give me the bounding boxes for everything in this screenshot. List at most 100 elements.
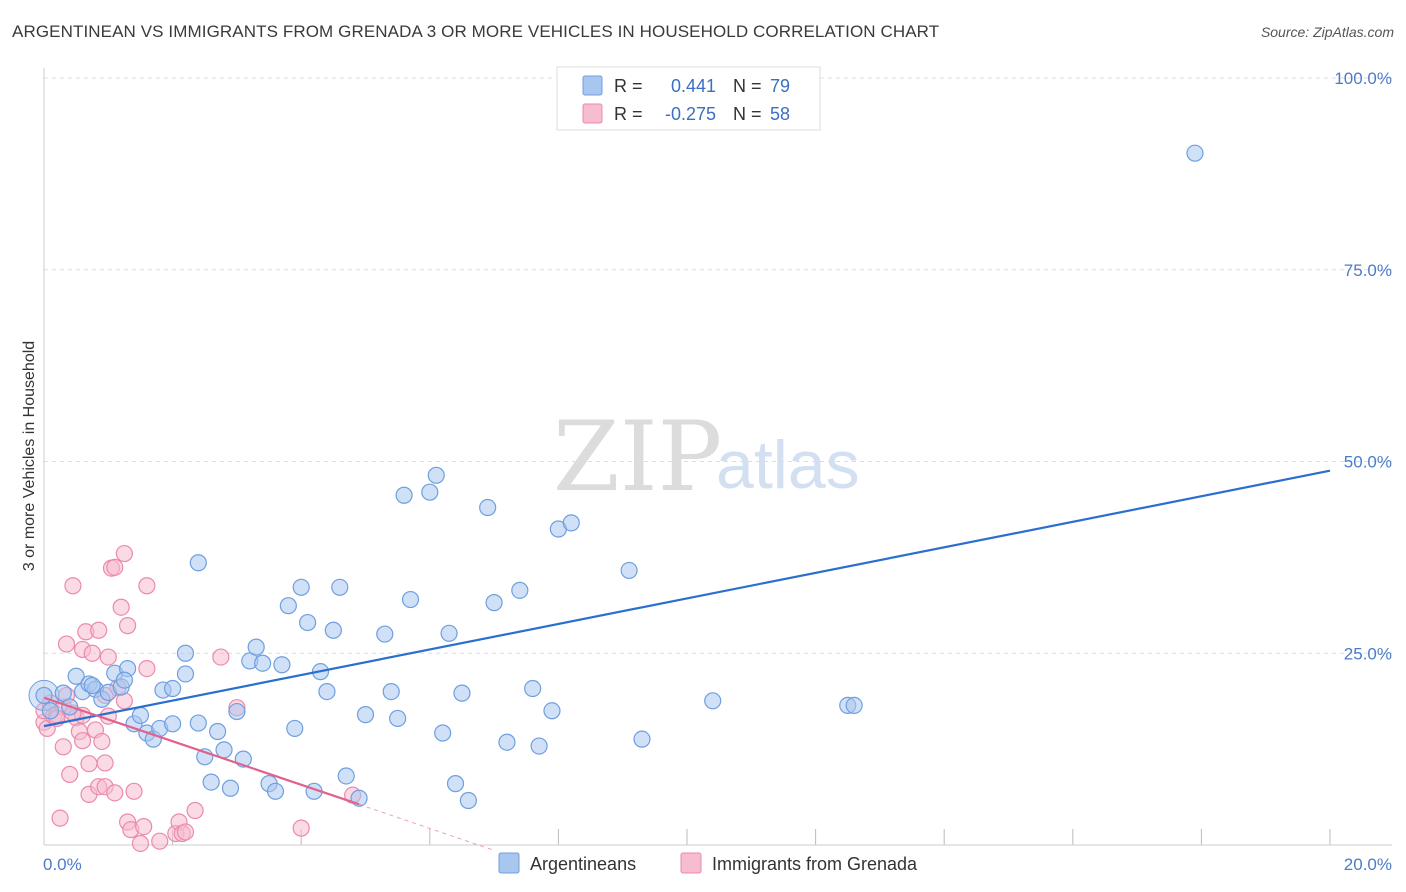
argentineans-point-12 (131, 706, 150, 724)
grenada-point-32 (106, 558, 124, 576)
argentineans-point-35 (273, 656, 291, 674)
argentineans-point-59 (459, 791, 477, 810)
argentineans-point-42 (318, 682, 336, 701)
chart-title: ARGENTINEAN VS IMMIGRANTS FROM GRENADA 3… (12, 22, 940, 41)
argentineans-point-1 (54, 684, 72, 702)
y-axis-tick-labels: 25.0% 50.0% 75.0% 100.0% (1334, 69, 1392, 663)
gridlines (44, 77, 1392, 654)
legend-grenada-swatch (680, 852, 702, 874)
argentineans-point-71 (704, 692, 722, 710)
argentineans-point-62 (498, 733, 516, 751)
argentineans-point-53 (421, 483, 439, 501)
argentineans-point-44 (331, 578, 349, 596)
argentineans-point-56 (440, 624, 458, 642)
grenada-point-21 (83, 644, 101, 662)
argentineans-point-58 (453, 684, 471, 702)
legend-grenada-label: Immigrants from Grenada (712, 854, 918, 874)
legend-argentineans-label: Argentineans (530, 854, 636, 874)
source-label: Source: ZipAtlas.com (1260, 24, 1394, 40)
argentineans-point-32 (254, 654, 272, 672)
x-axis-ticks (172, 829, 1331, 845)
y-tick-label-50: 50.0% (1344, 453, 1392, 472)
argentineans-point-21 (189, 714, 207, 732)
grenada-point-24 (90, 621, 108, 639)
grenada-point-11 (61, 765, 79, 784)
grenada-point-12 (64, 577, 82, 595)
grenada-trend-line (43, 696, 360, 806)
argentineans-point-45 (337, 767, 355, 785)
grenada-point-38 (118, 617, 137, 635)
stats-blue-n-label: N = (733, 76, 762, 96)
argentineans-point-31 (247, 638, 265, 656)
grenada-point-10 (57, 635, 76, 653)
argentineans-point-20 (176, 644, 195, 662)
grenada-point-45 (138, 659, 156, 678)
legend-argentineans-swatch (498, 852, 520, 874)
grenada-point-43 (135, 817, 153, 836)
grenada-point-16 (73, 732, 92, 750)
argentineans-point-22 (189, 554, 207, 572)
argentineans-point-54 (427, 466, 445, 484)
grenada-point-25 (93, 732, 111, 751)
argentineans-point-24 (202, 773, 220, 791)
grenada-point-34 (106, 784, 124, 802)
argentineans-point-26 (215, 741, 233, 759)
grenada-point-52 (212, 648, 230, 666)
argentineans-point-65 (530, 737, 548, 755)
stats-pink-n-label: N = (733, 104, 762, 124)
grenada-point-51 (186, 801, 204, 820)
y-tick-label-25: 25.0% (1344, 644, 1392, 663)
argentineans-point-64 (524, 679, 542, 698)
y-tick-label-75: 75.0% (1344, 261, 1392, 280)
stats-pink-swatch (582, 103, 603, 124)
argentineans-point-50 (389, 709, 407, 728)
watermark: ZIP atlas (553, 401, 860, 513)
x-tick-label-max: 20.0% (1344, 855, 1392, 874)
argentineans-point-28 (228, 702, 246, 721)
argentineans-point-2 (67, 667, 85, 685)
grenada-point-46 (151, 832, 169, 850)
argentineans-point-39 (299, 613, 317, 632)
grenada-point-44 (138, 577, 156, 595)
argentineans-point-34 (266, 782, 285, 800)
argentineans-point-55 (434, 724, 452, 742)
grenada-point-41 (125, 782, 143, 800)
stats-blue-r-label: R = (614, 76, 643, 96)
argentineans-point-69 (620, 561, 638, 580)
argentineans-point-49 (382, 682, 400, 701)
grenada-point-54 (292, 819, 310, 837)
argentineans-trend-line (43, 469, 1331, 728)
grenada-point-35 (112, 598, 130, 616)
argentineans-point-70 (633, 730, 651, 748)
argentineans-point-74 (1186, 144, 1204, 162)
stats-blue-n-value: 79 (770, 76, 790, 96)
argentineans-point-51 (395, 486, 413, 504)
grenada-point-26 (96, 754, 114, 772)
watermark-atlas: atlas (716, 427, 860, 503)
watermark-zip: ZIP (553, 401, 722, 513)
argentineans-point-43 (324, 621, 342, 639)
argentineans-point-75 (41, 702, 60, 720)
argentineans-point-17 (164, 679, 182, 698)
argentineans-point-78 (83, 676, 101, 695)
stats-blue-swatch (582, 75, 603, 96)
argentineans-point-27 (221, 779, 240, 797)
stats-blue-r-value: 0.441 (671, 76, 716, 96)
grenada-point-50 (176, 823, 195, 841)
legend: Argentineans Immigrants from Grenada (498, 852, 918, 874)
stats-box: R = 0.441 N = 79 R = -0.275 N = 58 (556, 66, 821, 131)
argentineans-point-68 (562, 514, 580, 532)
grenada-point-6 (51, 809, 69, 827)
trend-lines (43, 469, 1331, 851)
argentineans-point-63 (511, 581, 529, 599)
argentineans-point-47 (356, 706, 375, 724)
argentineans-point-38 (292, 578, 310, 596)
stats-pink-r-value: -0.275 (665, 104, 716, 124)
argentineans-point-60 (479, 498, 497, 517)
argentineans-point-0 (35, 686, 53, 705)
grenada-point-42 (131, 834, 150, 853)
argentineans-point-57 (446, 775, 465, 793)
grenada-point-29 (99, 648, 117, 666)
argentineans-point-61 (485, 594, 503, 612)
